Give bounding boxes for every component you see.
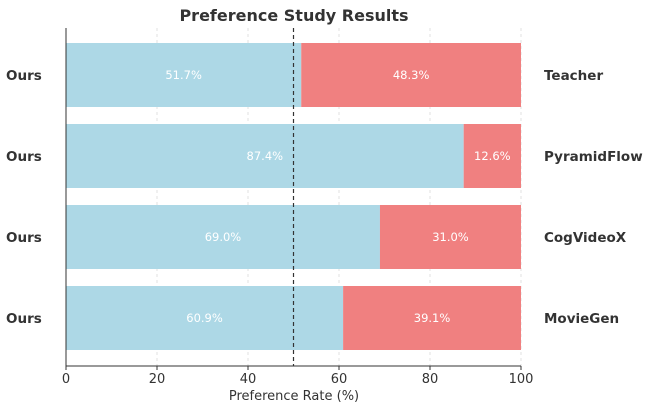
data-label-teacher-series-1: 51.7% <box>165 68 202 82</box>
chart-title: Preference Study Results <box>179 6 408 25</box>
category-label-teacher: Teacher <box>544 68 603 84</box>
bar-cogvideox-series-1 <box>66 205 380 269</box>
data-label-teacher-series-2: 48.3% <box>393 68 430 82</box>
bar-teacher-series-1 <box>66 43 302 107</box>
x-tick-label-80: 80 <box>422 372 439 387</box>
bar-labels: 51.7% 48.3% Ours Teacher 87.4% 12.6% Ours Pyram… <box>6 68 643 327</box>
data-label-pyramidflow-series-2: 12.6% <box>474 149 511 163</box>
x-axis-label: Preference Rate (%) <box>229 389 359 404</box>
category-label-pyramidflow: PyramidFlow <box>544 149 643 165</box>
left-label-ours: Ours <box>6 230 42 246</box>
data-label-cogvideox-series-1: 69.0% <box>205 230 242 244</box>
axes: 0 20 40 60 80 100 <box>62 28 534 387</box>
data-label-cogvideox-series-2: 31.0% <box>432 230 469 244</box>
category-label-moviegen: MovieGen <box>544 311 619 327</box>
data-label-moviegen-series-1: 60.9% <box>186 311 223 325</box>
bars <box>66 43 521 350</box>
left-label-ours: Ours <box>6 311 42 327</box>
left-label-ours: Ours <box>6 149 42 165</box>
data-label-moviegen-series-2: 39.1% <box>414 311 451 325</box>
bar-pyramidflow-series-2 <box>463 124 521 188</box>
x-tick-label-60: 60 <box>331 372 348 387</box>
bar-moviegen-series-2 <box>343 286 521 350</box>
category-label-cogvideox: CogVideoX <box>544 230 627 246</box>
x-tick-label-0: 0 <box>62 372 70 387</box>
x-tick-label-20: 20 <box>149 372 166 387</box>
x-tick-label-100: 100 <box>509 372 534 387</box>
left-label-ours: Ours <box>6 68 42 84</box>
bar-teacher-series-2 <box>301 43 521 107</box>
bar-moviegen-series-1 <box>66 286 344 350</box>
bar-pyramidflow-series-1 <box>66 124 464 188</box>
data-label-pyramidflow-series-1: 87.4% <box>247 149 284 163</box>
bar-cogvideox-series-2 <box>379 205 521 269</box>
x-tick-label-40: 40 <box>240 372 257 387</box>
